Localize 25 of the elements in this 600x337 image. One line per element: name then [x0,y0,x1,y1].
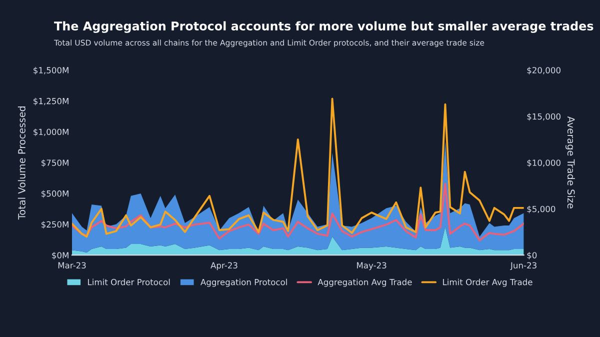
x-tick-label: May-23 [357,262,386,270]
y-tick-label: $1,000M [34,128,68,136]
line-series [72,98,524,238]
y-tick-label: $0M [52,252,68,260]
legend-label: Limit Order Avg Trade [443,278,532,287]
y2-tick-label: $0 [527,252,537,260]
y2-tick-label: $5,000 [527,206,556,214]
y-tick-label: $1,250M [34,98,68,106]
y-tick-label: $750M [42,159,68,167]
y-tick-label: $500M [42,190,68,198]
y2-tick-label: $10,000 [527,159,560,167]
line-series [72,182,524,242]
y-tick-label: $1,500M [34,66,68,74]
legend-label: Aggregation Avg Trade [318,278,412,287]
legend-label: Limit Order Protocol [88,278,170,286]
y2-tick-label: $15,000 [527,113,560,121]
y2-tick-label: $20,000 [527,66,560,74]
y-axis-title: Total Volume Processed [18,106,26,220]
legend-label: Aggregation Protocol [200,278,287,287]
chart-title: The Aggregation Protocol accounts for more volume but smaller average trades [54,21,594,33]
x-tick-label: Apr-23 [210,262,238,270]
x-tick-label: Mar-23 [58,262,86,269]
y2-axis-title: Average Trade Size [566,116,575,208]
y-tick-label: $250M [42,221,68,229]
x-tick-label: Jun-23 [510,262,536,270]
